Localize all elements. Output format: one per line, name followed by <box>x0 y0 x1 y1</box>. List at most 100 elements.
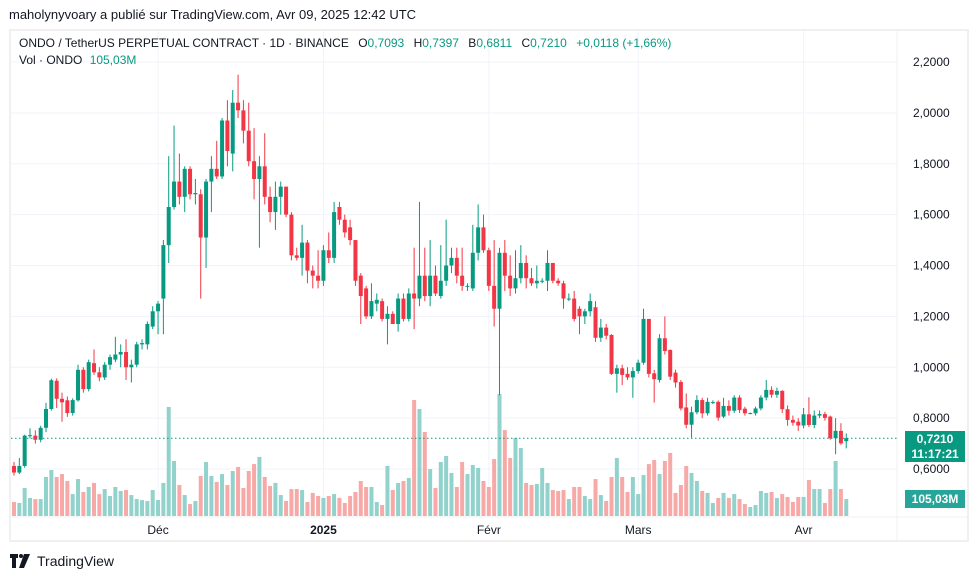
candle <box>454 247 459 284</box>
candle-body <box>326 250 331 258</box>
candle <box>145 321 150 350</box>
volume-bar <box>230 471 235 516</box>
candle <box>774 387 779 398</box>
candle-body <box>433 275 438 294</box>
candle <box>300 224 305 276</box>
volume-bar <box>316 496 321 516</box>
candle-body <box>220 120 225 177</box>
candle <box>785 405 790 426</box>
candle-body <box>380 301 385 319</box>
volume-bar <box>241 487 246 516</box>
volume-bar <box>630 476 635 516</box>
volume-bar <box>417 409 422 516</box>
candle <box>593 301 598 342</box>
candle <box>769 386 774 398</box>
volume-bar <box>481 481 486 516</box>
candle <box>572 290 577 322</box>
candle-body <box>577 308 582 317</box>
volume-bar <box>225 485 230 516</box>
volume-bar <box>364 486 369 516</box>
candle <box>481 214 486 253</box>
candle-body <box>609 334 614 374</box>
candle <box>609 334 614 375</box>
candle <box>129 359 134 383</box>
volume-bar <box>310 492 315 516</box>
candle <box>758 395 763 411</box>
symbol-title[interactable]: ONDO / TetherUS PERPETUAL CONTRACT · 1D … <box>19 36 349 50</box>
tradingview-logo[interactable]: TradingView <box>10 553 114 569</box>
price-axis: 2,2000 2,0000 1,8000 1,6000 1,4000 1,2000 1,00… <box>913 55 950 476</box>
volume-bar <box>502 430 507 516</box>
volume-bar <box>177 485 182 516</box>
volume-bar <box>390 490 395 516</box>
volume-bar <box>732 494 737 516</box>
candle-body <box>401 298 406 319</box>
candle <box>118 344 123 368</box>
candle-body <box>556 280 561 284</box>
candle <box>17 458 22 475</box>
price-tick-label: 1,8000 <box>913 157 950 171</box>
volume-bar <box>262 476 267 516</box>
candle <box>204 179 209 269</box>
volume-bar <box>172 461 177 516</box>
candle-body <box>657 338 662 380</box>
candle-body <box>513 278 518 289</box>
candle-body <box>44 408 49 428</box>
volume-bar <box>620 476 625 516</box>
candle <box>81 367 86 393</box>
volume-bar <box>486 486 491 516</box>
volume-bar <box>561 490 566 516</box>
volume-bar <box>294 489 299 516</box>
price-tick-label: 1,4000 <box>913 259 950 273</box>
volume-bar <box>470 465 475 516</box>
candle <box>70 398 75 416</box>
candle-body <box>753 408 758 414</box>
candle <box>273 181 278 230</box>
candle-body <box>316 275 321 281</box>
candle <box>305 240 310 284</box>
candle <box>534 265 539 289</box>
candle-body <box>321 250 326 281</box>
candle-body <box>193 193 198 195</box>
chart-frame <box>9 29 969 542</box>
legend-ohlc-row: ONDO / TetherUS PERPETUAL CONTRACT · 1D … <box>19 35 671 52</box>
candle <box>780 390 785 414</box>
candle <box>54 378 59 408</box>
candle-body <box>70 400 75 414</box>
candle-body <box>844 438 849 442</box>
candle <box>182 166 187 213</box>
candle <box>433 265 438 297</box>
volume-bar <box>678 485 683 516</box>
candle-body <box>161 245 166 299</box>
candle-body <box>156 303 161 312</box>
candle <box>198 189 203 299</box>
candle-body <box>641 318 646 363</box>
candle <box>161 240 166 335</box>
candle <box>806 397 811 428</box>
candle <box>108 354 113 370</box>
candle-body <box>540 280 545 282</box>
candle-body <box>225 120 230 152</box>
candle-body <box>92 363 97 373</box>
candle-body <box>118 351 123 355</box>
volume-bar <box>716 497 721 516</box>
candle-body <box>252 161 257 180</box>
volume-bar <box>598 495 603 516</box>
candle-body <box>737 397 742 410</box>
volume-key[interactable]: Vol · ONDO <box>19 53 83 67</box>
candle <box>406 288 411 322</box>
publisher-line: maholynyvoary a publié sur TradingView.c… <box>9 7 417 22</box>
volume-bar <box>134 499 139 516</box>
volume-bar <box>401 481 406 516</box>
candle <box>689 406 694 438</box>
volume-bar <box>385 466 390 516</box>
candle-body <box>422 275 427 297</box>
candle <box>582 308 587 325</box>
candle <box>49 378 54 411</box>
candle <box>374 293 379 312</box>
volume-bar <box>748 506 753 516</box>
volume-bar <box>577 486 582 516</box>
candle-body <box>662 338 667 351</box>
candle <box>753 406 758 416</box>
